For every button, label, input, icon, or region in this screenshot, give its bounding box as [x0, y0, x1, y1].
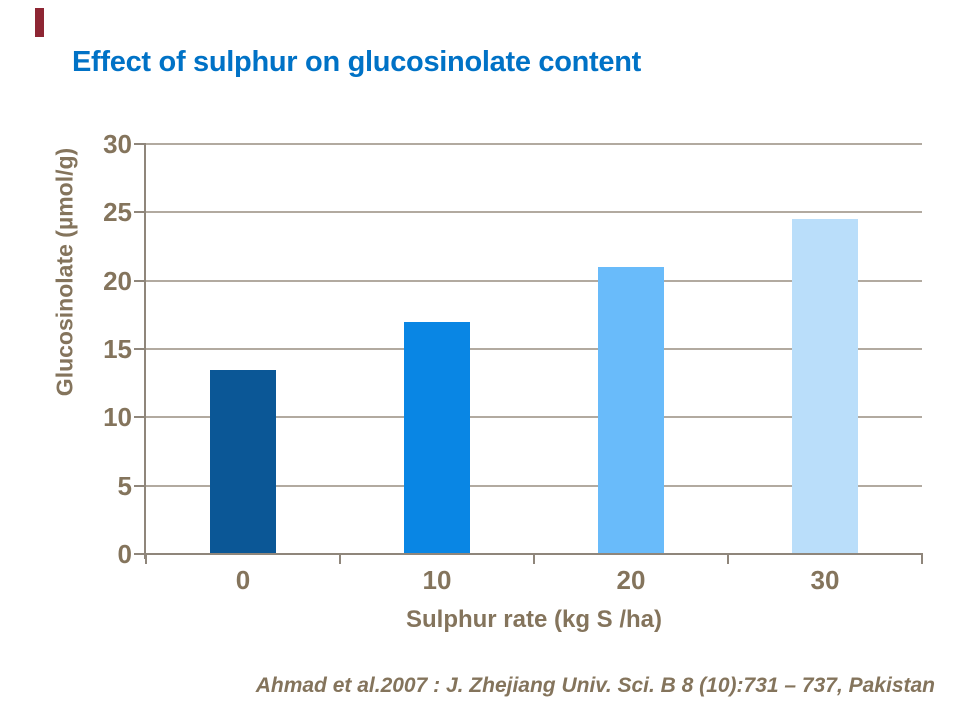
- gridline: [146, 416, 922, 419]
- y-tick-label: 30: [103, 129, 132, 159]
- gridline: [146, 279, 922, 282]
- y-tick-mark: [134, 348, 146, 350]
- x-tick-mark: [921, 553, 923, 564]
- y-tick-mark: [134, 416, 146, 419]
- bar-0: [210, 369, 276, 554]
- y-tick-label: 25: [103, 197, 132, 228]
- x-tick-label: 30: [810, 565, 840, 595]
- y-tick-label: 5: [117, 470, 132, 501]
- x-tick-label: 20: [616, 565, 646, 595]
- citation: Ahmad et al.2007 : J. Zhejiang Univ. Sci…: [255, 674, 935, 697]
- x-tick-label: 0: [235, 565, 251, 595]
- y-tick-mark: [134, 143, 146, 145]
- bar-30: [792, 219, 858, 554]
- gridline: [146, 143, 922, 145]
- x-tick-label: 10: [422, 565, 452, 595]
- y-tick-label: 10: [103, 402, 132, 433]
- page-title: Effect of sulphur on glucosinolate conte…: [72, 46, 642, 78]
- x-tick-mark: [533, 553, 535, 564]
- y-tick-label: 15: [103, 334, 132, 364]
- x-axis-title: Sulphur rate (kg S /ha): [405, 606, 663, 633]
- y-tick-mark: [134, 484, 146, 487]
- y-tick-mark: [134, 553, 146, 555]
- y-axis-line: [144, 144, 146, 559]
- bar-10: [404, 321, 470, 554]
- y-tick-label: 20: [103, 265, 132, 296]
- y-tick-mark: [134, 211, 146, 214]
- y-tick-mark: [134, 279, 146, 282]
- bar-20: [598, 267, 664, 554]
- plot-area: [146, 143, 922, 554]
- accent-bar: [35, 8, 44, 37]
- x-tick-mark: [339, 553, 341, 564]
- x-tick-mark: [145, 553, 147, 564]
- gridline: [146, 348, 922, 350]
- x-tick-mark: [727, 553, 729, 564]
- gridline: [146, 484, 922, 487]
- gridline: [146, 211, 922, 214]
- y-tick-label: 0: [117, 539, 132, 569]
